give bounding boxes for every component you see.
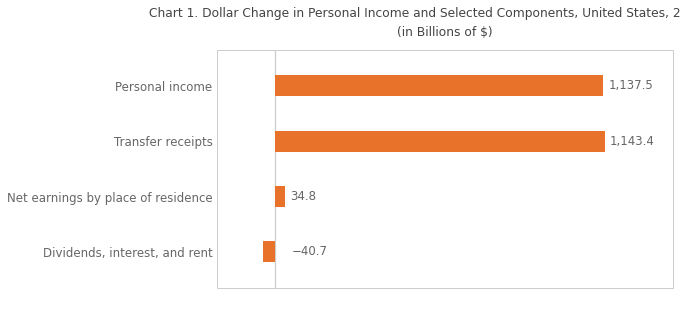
Title: Chart 1. Dollar Change in Personal Income and Selected Components, United States: Chart 1. Dollar Change in Personal Incom… xyxy=(149,7,680,39)
Bar xyxy=(275,131,605,152)
Text: −40.7: −40.7 xyxy=(292,245,328,258)
Bar xyxy=(263,241,275,262)
Text: 1,143.4: 1,143.4 xyxy=(610,135,655,148)
Text: 1,137.5: 1,137.5 xyxy=(609,79,653,92)
Bar xyxy=(275,186,285,207)
Bar xyxy=(275,75,603,96)
Text: 34.8: 34.8 xyxy=(290,190,316,203)
